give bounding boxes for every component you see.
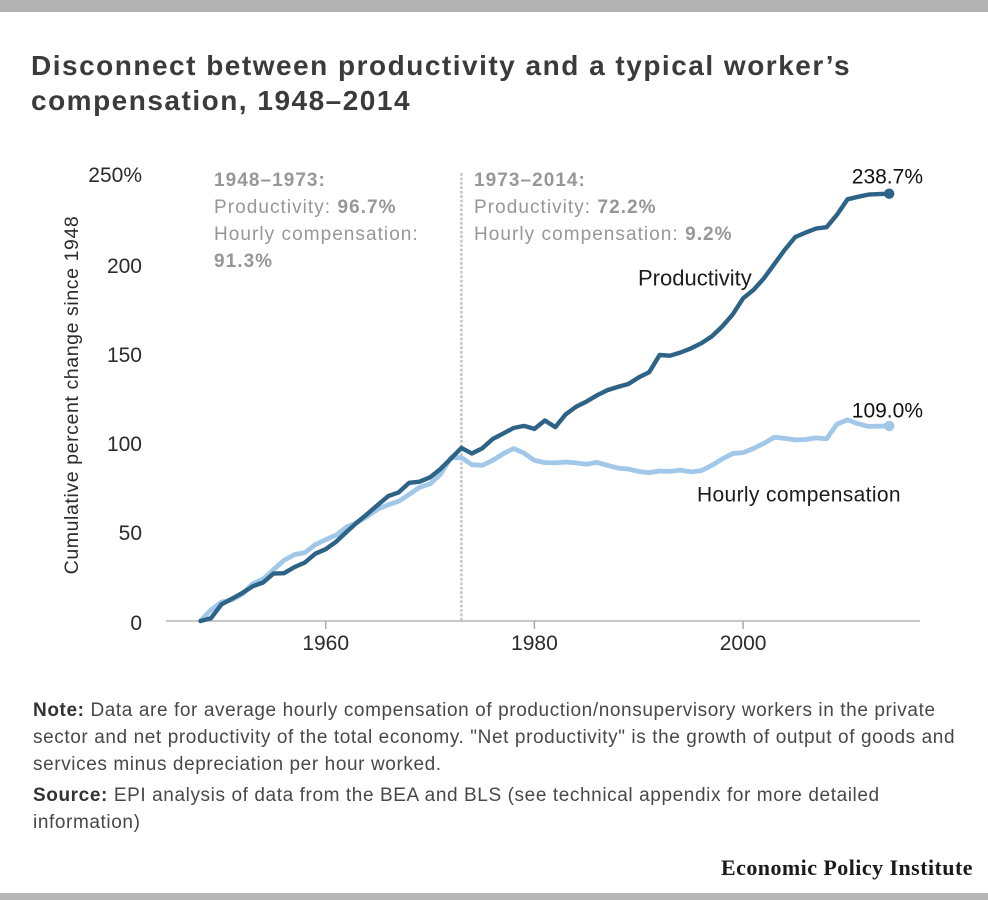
- svg-text:2000: 2000: [720, 632, 767, 655]
- svg-text:Productivity: Productivity: [638, 265, 752, 290]
- svg-text:Cumulative percent change sinc: Cumulative percent change since 1948: [61, 216, 83, 575]
- svg-text:150: 150: [107, 344, 142, 367]
- svg-text:50: 50: [119, 522, 142, 545]
- svg-text:100: 100: [107, 433, 142, 456]
- svg-text:250%: 250%: [88, 164, 142, 187]
- svg-text:1960: 1960: [302, 632, 349, 655]
- svg-text:0: 0: [130, 612, 142, 635]
- svg-text:200: 200: [107, 255, 142, 278]
- svg-text:109.0%: 109.0%: [852, 400, 923, 423]
- svg-text:1980: 1980: [511, 632, 558, 655]
- svg-text:238.7%: 238.7%: [852, 166, 923, 189]
- svg-text:Hourly compensation: Hourly compensation: [697, 484, 901, 507]
